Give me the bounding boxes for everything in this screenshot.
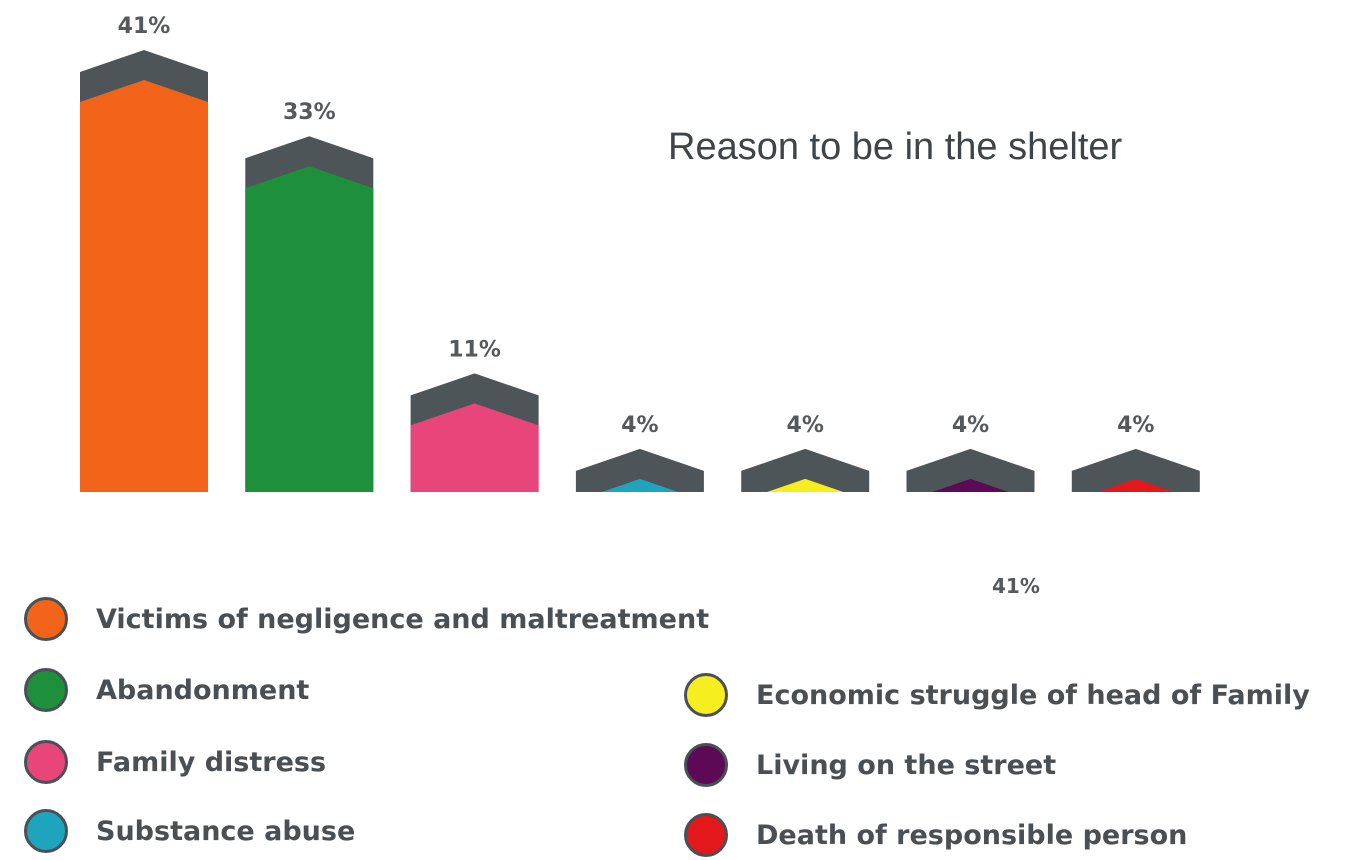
legend-item-living-on-street: Living on the street <box>684 740 1056 790</box>
bar-cap-death-of-responsible-person <box>1071 448 1200 492</box>
legend-item-family-distress: Family distress <box>24 737 326 787</box>
bar-body-substance-abuse <box>601 478 679 492</box>
bar-cap-living-on-the-street <box>906 448 1035 492</box>
legend-item-death-responsible: Death of responsible person <box>684 810 1187 860</box>
bar-body-victims-of-negligence-and-maltreatment <box>80 80 208 492</box>
value-label-economic-struggle-of-head-of-family: 4% <box>787 413 824 438</box>
legend-item-negligence: Victims of negligence and maltreatment <box>24 594 709 644</box>
bar-abandonment: 33% <box>245 100 374 492</box>
legend-swatch-living-on-street <box>684 743 728 787</box>
bar-death-of-responsible-person: 4% <box>1071 413 1200 492</box>
bar-victims-of-negligence-and-maltreatment: 41% <box>80 14 208 492</box>
legend-label-abandonment: Abandonment <box>96 674 310 706</box>
legend-label-negligence: Victims of negligence and maltreatment <box>96 603 710 635</box>
legend-swatch-substance-abuse <box>24 809 68 853</box>
stray-percentage-label: 41% <box>992 574 1040 598</box>
bar-living-on-the-street: 4% <box>906 413 1035 492</box>
bar-cap-economic-struggle-of-head-of-family <box>741 448 870 492</box>
legend-swatch-abandonment <box>24 668 68 712</box>
legend-item-economic-struggle: Economic struggle of head of Family <box>684 670 1310 720</box>
value-label-victims-of-negligence-and-maltreatment: 41% <box>118 14 171 39</box>
legend-label-substance-abuse: Substance abuse <box>96 815 356 847</box>
bar-body-living-on-the-street <box>932 478 1009 492</box>
legend-label-death-responsible: Death of responsible person <box>756 819 1188 851</box>
bar-body-economic-struggle-of-head-of-family <box>767 478 844 492</box>
legend-swatch-family-distress <box>24 740 68 784</box>
bar-body-death-of-responsible-person <box>1097 478 1174 492</box>
legend-swatch-economic-struggle <box>684 673 728 717</box>
bar-chart: 41% 33% 11% 4% 4% 4% 4% <box>80 14 1200 492</box>
bar-cap-substance-abuse <box>575 448 704 492</box>
legend-label-family-distress: Family distress <box>96 746 327 778</box>
bar-family-distress: 11% <box>410 337 539 492</box>
legend-swatch-negligence <box>24 597 68 641</box>
value-label-abandonment: 33% <box>283 100 336 125</box>
bar-body-abandonment <box>245 166 374 492</box>
legend-label-living-on-street: Living on the street <box>756 749 1057 781</box>
legend-item-substance-abuse: Substance abuse <box>24 806 355 856</box>
value-label-death-of-responsible-person: 4% <box>1117 413 1154 438</box>
legend-item-abandonment: Abandonment <box>24 665 309 715</box>
legend-label-economic-struggle: Economic struggle of head of Family <box>756 679 1310 711</box>
value-label-family-distress: 11% <box>448 337 501 362</box>
bar-substance-abuse: 4% <box>575 413 704 492</box>
bar-economic-struggle-of-head-of-family: 4% <box>741 413 870 492</box>
legend-swatch-death-responsible <box>684 813 728 857</box>
value-label-living-on-the-street: 4% <box>952 413 989 438</box>
bar-body-family-distress <box>410 403 539 492</box>
value-label-substance-abuse: 4% <box>621 413 658 438</box>
chart-title: Reason to be in the shelter <box>668 126 1123 168</box>
